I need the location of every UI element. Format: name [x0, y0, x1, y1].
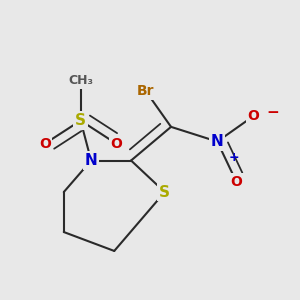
Text: N: N	[85, 153, 98, 168]
Text: O: O	[230, 175, 242, 188]
Text: O: O	[39, 137, 51, 151]
Text: O: O	[110, 137, 122, 151]
Text: Br: Br	[137, 84, 154, 98]
Text: S: S	[75, 113, 86, 128]
Text: N: N	[211, 134, 224, 149]
Text: +: +	[229, 151, 239, 164]
Text: O: O	[247, 109, 259, 123]
Text: −: −	[267, 106, 280, 121]
Text: S: S	[159, 184, 170, 200]
Text: CH₃: CH₃	[68, 74, 93, 87]
